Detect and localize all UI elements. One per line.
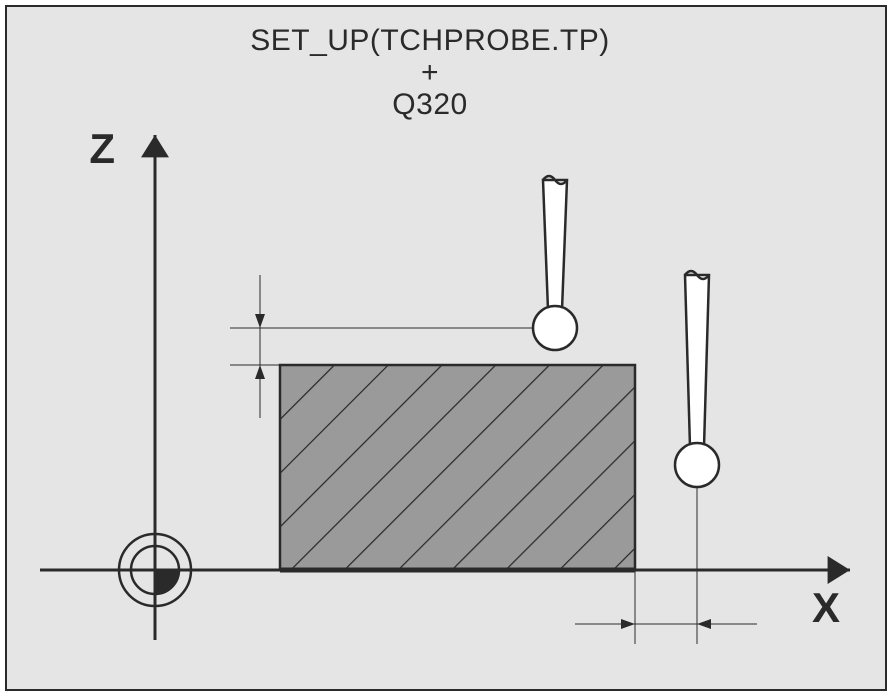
diagram-container: SET_UP(TCHPROBE.TP)+Q320 Z X (0, 0, 892, 696)
z-axis-label: Z (89, 125, 115, 172)
title-line1: SET_UP(TCHPROBE.TP) (250, 24, 610, 57)
title-plus: + (421, 56, 439, 89)
x-axis-label: X (812, 584, 840, 631)
technical-diagram: SET_UP(TCHPROBE.TP)+Q320 Z X (0, 0, 892, 696)
title-q320: Q320 (392, 88, 467, 121)
